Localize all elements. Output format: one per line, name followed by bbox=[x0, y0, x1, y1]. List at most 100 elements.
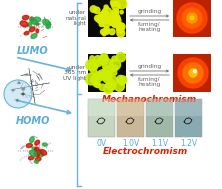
Circle shape bbox=[117, 75, 125, 83]
Circle shape bbox=[109, 80, 115, 86]
Ellipse shape bbox=[34, 17, 41, 22]
Ellipse shape bbox=[39, 151, 43, 157]
Circle shape bbox=[120, 10, 123, 14]
Circle shape bbox=[94, 56, 101, 63]
Circle shape bbox=[91, 75, 98, 83]
Bar bbox=[173, 54, 211, 92]
Circle shape bbox=[112, 70, 117, 75]
Bar bbox=[175, 99, 202, 137]
Circle shape bbox=[95, 60, 101, 67]
Circle shape bbox=[117, 24, 123, 30]
Ellipse shape bbox=[29, 156, 34, 160]
Text: under
natural
light: under natural light bbox=[65, 10, 86, 26]
Circle shape bbox=[114, 9, 119, 13]
Circle shape bbox=[101, 10, 108, 17]
Ellipse shape bbox=[34, 151, 38, 155]
Ellipse shape bbox=[35, 22, 39, 25]
Text: LUMO: LUMO bbox=[17, 46, 49, 56]
Text: fuming/
heating: fuming/ heating bbox=[138, 77, 161, 87]
Circle shape bbox=[99, 22, 103, 26]
Circle shape bbox=[103, 66, 112, 75]
Circle shape bbox=[101, 29, 106, 35]
Circle shape bbox=[94, 7, 100, 13]
Text: Electrochromism: Electrochromism bbox=[102, 147, 188, 156]
Circle shape bbox=[117, 29, 125, 37]
Circle shape bbox=[109, 19, 115, 26]
Circle shape bbox=[113, 16, 121, 24]
Circle shape bbox=[85, 73, 97, 85]
Bar bbox=[88, 99, 115, 116]
Circle shape bbox=[92, 73, 102, 83]
Circle shape bbox=[189, 69, 197, 77]
Ellipse shape bbox=[42, 143, 47, 146]
Circle shape bbox=[93, 81, 99, 87]
Circle shape bbox=[190, 16, 194, 20]
Text: HOMO: HOMO bbox=[16, 116, 50, 126]
Text: under
365 nm
UV light: under 365 nm UV light bbox=[63, 65, 86, 81]
Ellipse shape bbox=[29, 150, 37, 156]
Bar bbox=[88, 0, 126, 37]
Circle shape bbox=[4, 80, 32, 108]
Circle shape bbox=[102, 32, 106, 36]
Circle shape bbox=[104, 27, 109, 33]
Circle shape bbox=[118, 23, 125, 30]
Ellipse shape bbox=[35, 140, 40, 145]
Circle shape bbox=[104, 71, 112, 79]
Ellipse shape bbox=[30, 137, 34, 143]
Ellipse shape bbox=[30, 17, 34, 21]
Circle shape bbox=[108, 67, 113, 72]
Circle shape bbox=[112, 1, 120, 10]
Ellipse shape bbox=[26, 143, 32, 148]
Circle shape bbox=[114, 81, 124, 91]
Circle shape bbox=[102, 59, 113, 70]
Ellipse shape bbox=[46, 22, 51, 29]
Circle shape bbox=[112, 9, 118, 16]
Circle shape bbox=[116, 22, 122, 29]
Circle shape bbox=[99, 84, 106, 91]
Ellipse shape bbox=[34, 160, 38, 163]
Circle shape bbox=[103, 84, 113, 94]
Ellipse shape bbox=[29, 27, 35, 32]
Ellipse shape bbox=[40, 149, 47, 155]
Ellipse shape bbox=[36, 29, 39, 33]
Circle shape bbox=[90, 6, 97, 12]
Circle shape bbox=[112, 56, 117, 61]
Circle shape bbox=[117, 0, 127, 9]
Circle shape bbox=[177, 3, 207, 33]
Circle shape bbox=[104, 5, 108, 9]
Circle shape bbox=[119, 76, 127, 84]
Ellipse shape bbox=[35, 154, 39, 157]
Bar bbox=[117, 99, 144, 137]
Bar bbox=[173, 0, 211, 37]
Circle shape bbox=[178, 58, 208, 88]
Circle shape bbox=[100, 15, 109, 24]
Circle shape bbox=[182, 8, 202, 28]
Circle shape bbox=[118, 78, 126, 85]
Circle shape bbox=[90, 56, 94, 60]
Circle shape bbox=[101, 70, 110, 80]
Circle shape bbox=[194, 70, 196, 73]
Ellipse shape bbox=[28, 22, 32, 27]
Ellipse shape bbox=[35, 157, 41, 161]
Circle shape bbox=[112, 65, 118, 71]
Text: 1.1V: 1.1V bbox=[151, 139, 168, 148]
Circle shape bbox=[110, 59, 121, 70]
Circle shape bbox=[183, 63, 203, 83]
Ellipse shape bbox=[22, 15, 29, 20]
Text: 1.0V: 1.0V bbox=[122, 139, 139, 148]
Circle shape bbox=[117, 26, 124, 33]
Bar bbox=[88, 54, 126, 92]
Ellipse shape bbox=[43, 19, 50, 26]
Text: 1.2V: 1.2V bbox=[180, 139, 197, 148]
Ellipse shape bbox=[24, 32, 29, 35]
Circle shape bbox=[91, 60, 97, 66]
Text: Mechanochromism: Mechanochromism bbox=[102, 95, 197, 104]
Circle shape bbox=[107, 81, 116, 91]
Circle shape bbox=[102, 8, 112, 17]
Circle shape bbox=[187, 13, 197, 23]
Text: 0V: 0V bbox=[96, 139, 107, 148]
Ellipse shape bbox=[31, 34, 37, 39]
Circle shape bbox=[97, 17, 103, 22]
Circle shape bbox=[91, 68, 97, 74]
Circle shape bbox=[111, 0, 118, 6]
